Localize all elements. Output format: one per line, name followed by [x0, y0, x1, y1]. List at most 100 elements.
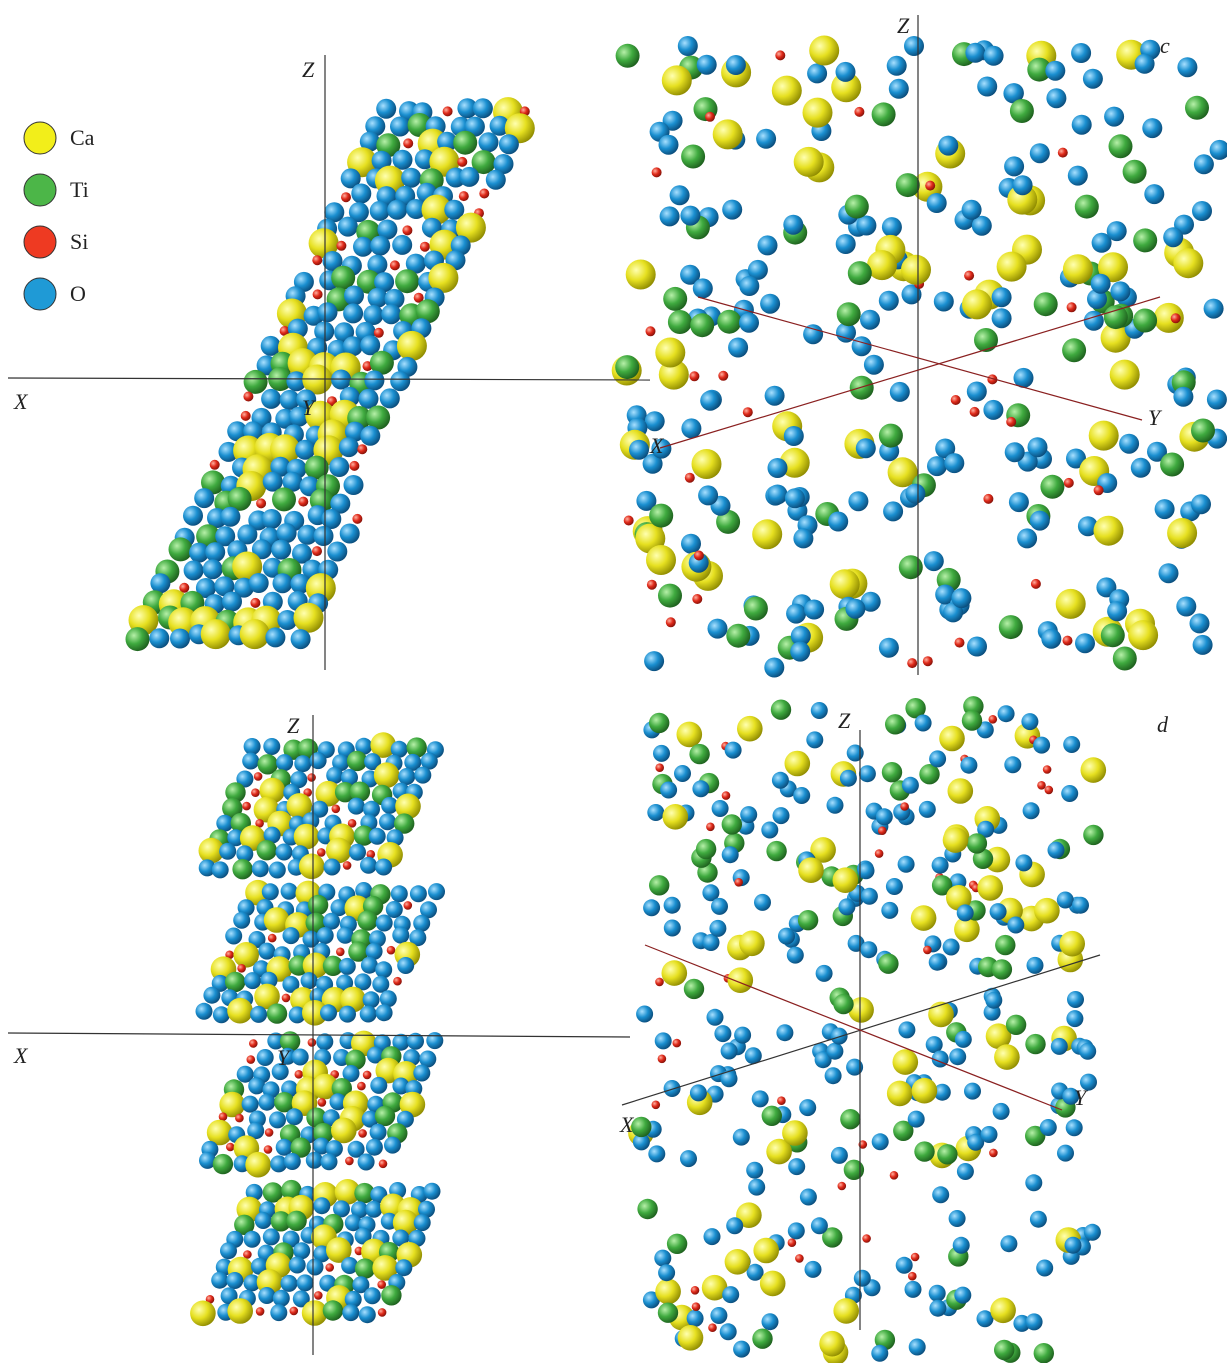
oxygen-atom [392, 927, 409, 944]
silicon-atom [336, 241, 346, 251]
axis-label: Z [897, 13, 910, 38]
oxygen-atom [838, 898, 855, 915]
oxygen-atom [760, 294, 780, 314]
oxygen-atom [263, 738, 280, 755]
oxygen-atom [1104, 107, 1124, 127]
titanium-atom [844, 1160, 864, 1180]
oxygen-atom [890, 382, 910, 402]
silicon-atom [970, 407, 980, 417]
oxygen-atom [659, 135, 679, 155]
silicon-atom [1045, 786, 1054, 795]
oxygen-atom [269, 1111, 286, 1128]
oxygen-atom [811, 702, 828, 719]
titanium-atom [937, 1144, 957, 1164]
titanium-atom [267, 1003, 287, 1023]
silicon-atom [314, 1291, 323, 1300]
silicon-atom [243, 392, 253, 402]
oxygen-atom [697, 55, 717, 75]
oxygen-atom [1046, 88, 1066, 108]
oxygen-atom [932, 1186, 949, 1203]
silicon-atom [457, 157, 467, 167]
oxygen-atom [680, 206, 700, 226]
oxygen-atom [848, 491, 868, 511]
titanium-atom [690, 313, 714, 337]
oxygen-atom [297, 1274, 314, 1291]
oxygen-atom [376, 1004, 393, 1021]
oxygen-atom [317, 927, 334, 944]
oxygen-atom [220, 1242, 237, 1259]
calcium-atom [1094, 516, 1124, 546]
silicon-atom [247, 1055, 256, 1064]
silicon-atom [911, 1253, 920, 1262]
calcium-atom [663, 804, 689, 830]
oxygen-atom [1028, 437, 1048, 457]
oxygen-atom [392, 235, 412, 255]
silicon-atom [1031, 579, 1041, 589]
oxygen-atom [276, 1139, 293, 1156]
calcium-atom [662, 960, 688, 986]
oxygen-atom [1142, 118, 1162, 138]
oxygen-atom [249, 573, 269, 593]
oxygen-atom [292, 1049, 309, 1066]
oxygen-atom [244, 1231, 261, 1248]
silicon-atom [357, 1082, 366, 1091]
oxygen-atom [276, 844, 293, 861]
oxygen-atom [785, 488, 805, 508]
oxygen-atom [1071, 43, 1091, 63]
oxygen-atom [205, 542, 225, 562]
titanium-atom [726, 624, 750, 648]
oxygen-atom [879, 638, 899, 658]
oxygen-atom [992, 308, 1012, 328]
oxygen-atom [1015, 854, 1032, 871]
titanium-atom [395, 269, 419, 293]
oxygen-atom [273, 1290, 290, 1307]
calcium-atom [997, 252, 1027, 282]
oxygen-atom [687, 1310, 704, 1327]
oxygen-atom [984, 46, 1004, 66]
oxygen-atom [324, 859, 341, 876]
oxygen-atom [1119, 434, 1139, 454]
oxygen-atom [664, 1080, 681, 1097]
oxygen-atom [370, 1124, 387, 1141]
oxygen-atom [793, 528, 813, 548]
oxygen-atom [905, 484, 925, 504]
oxygen-atom [998, 705, 1015, 722]
silicon-atom [646, 326, 656, 336]
oxygen-atom [375, 859, 392, 876]
titanium-atom [286, 1211, 306, 1231]
titanium-atom [126, 627, 150, 651]
oxygen-atom [710, 1307, 727, 1324]
oxygen-atom [1107, 221, 1127, 241]
oxygen-atom [233, 912, 250, 929]
oxygen-atom [286, 1108, 303, 1125]
oxygen-atom [1021, 713, 1038, 730]
oxygen-atom [733, 1341, 750, 1358]
oxygen-atom [660, 206, 680, 226]
oxygen-atom [1177, 57, 1197, 77]
oxygen-atom [398, 768, 415, 785]
oxygen-atom [1207, 390, 1227, 410]
oxygen-atom [344, 286, 364, 306]
oxygen-atom [708, 619, 728, 639]
oxygen-atom [294, 755, 311, 772]
oxygen-atom [967, 637, 987, 657]
silicon-atom [235, 1114, 244, 1123]
oxygen-atom [806, 731, 823, 748]
oxygen-atom [307, 1259, 324, 1276]
oxygen-atom [1030, 143, 1050, 163]
oxygen-atom [428, 883, 445, 900]
oxygen-atom [790, 642, 810, 662]
silicon-atom [264, 1145, 273, 1154]
oxygen-atom [376, 99, 396, 119]
silicon-atom [689, 371, 699, 381]
oxygen-atom [836, 234, 856, 254]
titanium-atom [995, 935, 1015, 955]
silicon-atom [226, 1143, 235, 1152]
oxygen-atom [339, 437, 359, 457]
titanium-atom [752, 1329, 772, 1349]
titanium-atom [717, 310, 741, 334]
oxygen-atom [927, 193, 947, 213]
titanium-atom [1104, 305, 1128, 329]
titanium-atom [169, 537, 193, 561]
oxygen-atom [748, 1179, 765, 1196]
